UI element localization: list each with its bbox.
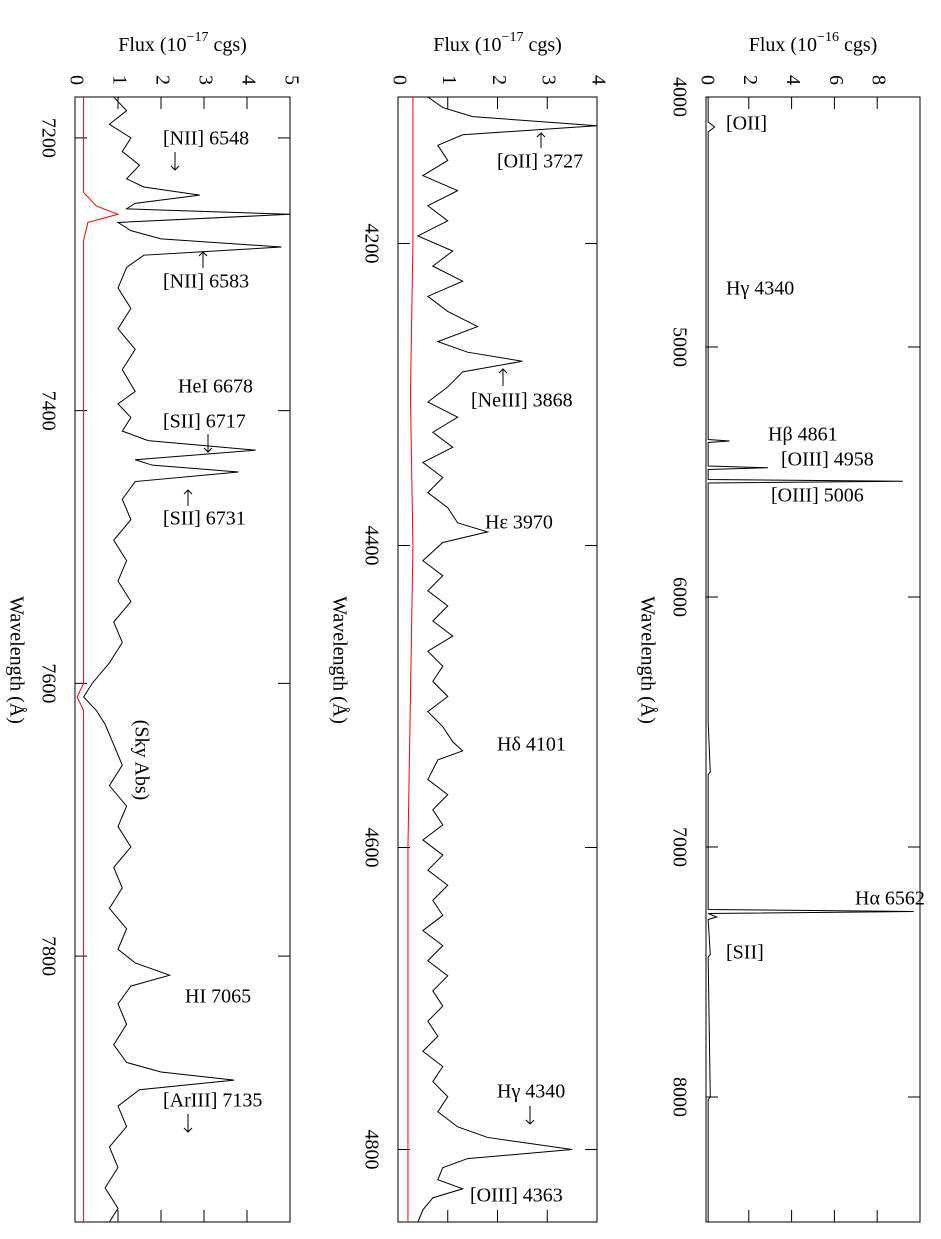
x-tick-label: 7400 — [37, 391, 59, 431]
x-tick-label: 7800 — [37, 936, 59, 976]
line-annotation: [OII] 3727 — [497, 151, 583, 173]
y-axis-title-part: Flux (10 — [433, 34, 501, 56]
spectrum-line — [82, 96, 291, 1223]
y-axis-title: Flux (10−17 cgs) — [433, 30, 562, 55]
x-tick-label: 6000 — [668, 577, 690, 617]
y-axis-title-part: −17 — [187, 30, 209, 45]
x-tick-label: 7600 — [37, 663, 59, 703]
annotation-arrow — [203, 434, 213, 453]
y-axis-title-part: cgs) — [208, 34, 246, 56]
line-annotation: [NII] 6583 — [163, 271, 249, 293]
plot-frame — [397, 96, 598, 1223]
x-tick-label: 4800 — [360, 1130, 382, 1170]
spectrum-line — [416, 96, 598, 1223]
line-annotation: [OIII] 4363 — [470, 1185, 563, 1207]
line-annotation: Hγ 4340 — [497, 1081, 565, 1103]
line-annotation: [SII] — [726, 942, 764, 964]
annotation-arrow — [183, 1114, 193, 1133]
line-annotation: [ArIII] 7135 — [163, 1090, 262, 1112]
spectrum-line — [707, 97, 914, 1222]
y-tick-label: 4 — [782, 75, 804, 85]
x-tick-label: 4200 — [360, 223, 382, 263]
y-tick-label: 2 — [739, 75, 761, 85]
y-axis-title-part: Flux (10 — [118, 34, 186, 56]
line-annotation: Hδ 4101 — [497, 734, 566, 756]
y-tick-label: 4 — [237, 75, 259, 85]
y-axis-title-part: cgs) — [839, 34, 877, 56]
spectrum-line — [76, 97, 120, 1222]
y-axis-title-part: −16 — [817, 30, 839, 45]
y-tick-label: 6 — [825, 75, 847, 85]
line-annotation: Hε 3970 — [485, 512, 553, 534]
line-annotation: Hβ 4861 — [768, 424, 838, 446]
x-axis-title: Wavelength (Å) — [636, 596, 658, 724]
y-tick-label: 0 — [696, 75, 718, 85]
y-axis-title: Flux (10−16 cgs) — [749, 30, 878, 55]
y-tick-label: 5 — [280, 75, 302, 85]
plot-frame — [74, 96, 291, 1223]
annotation-arrow — [498, 368, 508, 386]
panel: 0 2 4 6 8 Flux (10−16 cgs) 4000 5000 6000 7000 800… — [636, 30, 925, 1223]
y-tick-label: 1 — [108, 75, 130, 85]
x-tick-label: 7000 — [668, 827, 690, 867]
y-axis-title-part: Flux (10 — [749, 34, 817, 56]
annotation-arrow — [525, 1106, 535, 1125]
y-axis-title: Flux (10−17 cgs) — [118, 30, 247, 55]
line-annotation: [OIII] 5006 — [771, 485, 864, 507]
line-annotation: HI 7065 — [185, 986, 251, 1008]
y-tick-label: 0 — [65, 75, 87, 85]
x-tick-label: 7200 — [37, 118, 59, 158]
line-annotation: Hα 6562 — [855, 888, 925, 910]
y-tick-label: 2 — [151, 75, 173, 85]
annotation-arrow — [536, 132, 546, 148]
line-annotation: [OII] — [726, 113, 767, 135]
line-annotation: [NII] 6548 — [163, 128, 249, 150]
annotation-arrow — [170, 152, 180, 171]
annotation-arrow — [183, 489, 193, 506]
spectrum-line — [407, 97, 414, 1222]
y-tick-label: 0 — [388, 75, 410, 85]
y-tick-label: 4 — [587, 75, 609, 85]
x-tick-label: 4000 — [668, 77, 690, 117]
y-axis-title-part: cgs) — [523, 34, 561, 56]
x-tick-label: 4600 — [360, 828, 382, 868]
line-annotation: (Sky Abs) — [130, 720, 152, 801]
x-tick-label: 8000 — [668, 1077, 690, 1117]
x-tick-label: 5000 — [668, 327, 690, 367]
line-annotation: [SII] 6731 — [163, 508, 246, 530]
panel: 0 1 2 3 4 Flux (10−17 cgs) 4200 4400 4600 4800 Wav… — [328, 30, 609, 1223]
y-tick-label: 8 — [868, 75, 890, 85]
plot-frame — [705, 96, 921, 1223]
line-annotation: HeI 6678 — [178, 376, 253, 398]
x-axis-title: Wavelength (Å) — [5, 596, 27, 724]
panel: 0 1 2 3 4 5 Flux (10−17 cgs) 7200 7400 7600 7800 Wa… — [5, 30, 302, 1223]
line-annotation: [NeIII] 3868 — [471, 390, 573, 412]
annotation-arrow — [198, 251, 208, 268]
y-axis-title-part: −17 — [502, 30, 524, 45]
line-annotation: Hγ 4340 — [726, 278, 794, 300]
x-axis-title: Wavelength (Å) — [328, 596, 350, 724]
y-tick-label: 3 — [194, 75, 216, 85]
y-tick-label: 1 — [438, 75, 460, 85]
line-annotation: [OIII] 4958 — [781, 449, 874, 471]
line-annotation: [SII] 6717 — [163, 411, 246, 433]
y-tick-label: 3 — [538, 75, 560, 85]
x-tick-label: 4400 — [360, 525, 382, 565]
y-tick-label: 2 — [488, 75, 510, 85]
